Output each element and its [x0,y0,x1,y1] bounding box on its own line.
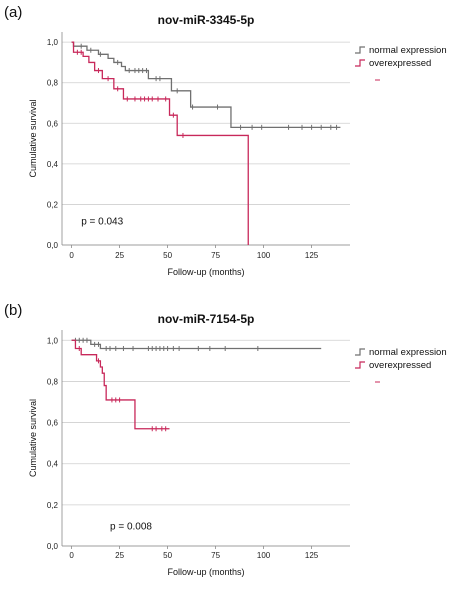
series-line-overexpressed [71,339,170,430]
series-line-normal [71,41,341,128]
x-axis-label: Follow-up (months) [167,267,244,277]
y-tick-label: 0,0 [47,241,59,250]
legend-label: overexpressed [369,360,431,371]
series-line-overexpressed [71,41,249,245]
y-tick-label: 1,0 [47,38,59,47]
p-value-annotation: p = 0.043 [81,217,123,228]
x-tick-label: 50 [163,251,172,260]
legend-label: normal expression [369,45,447,56]
legend-swatch [355,361,365,369]
x-tick-label: 75 [211,551,220,560]
chart-title: nov-miR-3345-5p [158,13,255,27]
x-tick-label: 100 [257,251,271,260]
y-tick-label: 0,2 [47,501,59,510]
y-tick-label: 0,2 [47,200,59,209]
legend-swatch [355,348,365,356]
y-axis-label: Cumulative survival [28,399,38,477]
x-tick-label: 0 [69,551,74,560]
x-tick-label: 125 [305,251,319,260]
y-tick-label: 0,6 [47,419,59,428]
p-value-annotation: p = 0.008 [110,522,152,533]
y-tick-label: 0,4 [47,160,59,169]
panel-letter-a: (a) [4,4,23,21]
legend-label: normal expression [369,347,447,358]
x-axis-label: Follow-up (months) [167,567,244,577]
x-tick-label: 0 [69,251,74,260]
y-tick-label: 0,8 [47,79,59,88]
series-line-normal [71,339,322,350]
x-tick-label: 75 [211,251,220,260]
y-tick-label: 0,8 [47,377,59,386]
y-tick-label: 0,4 [47,460,59,469]
legend-label: overexpressed [369,58,431,69]
y-tick-label: 0,6 [47,119,59,128]
legend-swatch [355,59,365,67]
y-tick-label: 0,0 [47,542,59,551]
x-tick-label: 25 [115,551,124,560]
chart-title: nov-miR-7154-5p [158,312,255,326]
panel-letter-b: (b) [4,302,23,319]
x-tick-label: 125 [305,551,319,560]
km-chart-a: nov-miR-3345-5p 0,0 0,2 0,4 0,6 0,8 1,0 0 25 50 75… [28,13,447,277]
x-tick-label: 50 [163,551,172,560]
y-axis-label: Cumulative survival [28,99,38,177]
x-tick-label: 25 [115,251,124,260]
x-tick-label: 100 [257,551,271,560]
y-tick-label: 1,0 [47,336,59,345]
km-chart-b: nov-miR-7154-5p 0,0 0,2 0,4 0,6 0,8 1,0 0 25 50 75… [28,312,447,577]
legend-swatch [355,46,365,54]
